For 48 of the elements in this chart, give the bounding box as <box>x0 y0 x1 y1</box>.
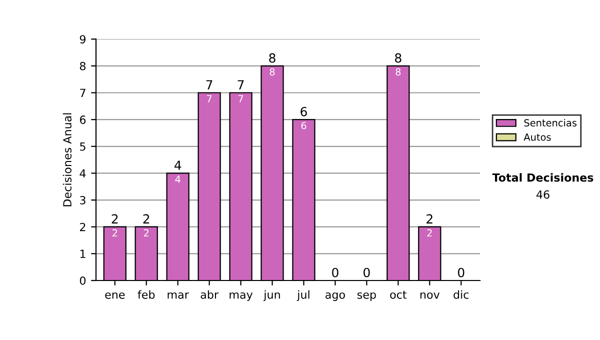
x-tick-label: ago <box>326 292 345 301</box>
y-axis-title: Decisiones Anual <box>62 113 72 206</box>
y-tick-label: 0 <box>80 276 86 285</box>
y-tick-label: 2 <box>80 222 86 232</box>
total-label: 6 <box>300 106 307 116</box>
data-label: 6 <box>301 122 306 130</box>
total-label: 7 <box>238 80 244 90</box>
x-tick-label: may <box>230 292 253 301</box>
data-label: 2 <box>427 229 432 236</box>
x-tick-label: oct <box>390 290 407 299</box>
y-tick-label: 6 <box>80 116 86 124</box>
data-label: 7 <box>207 95 212 102</box>
y-tick-label: 1 <box>80 250 86 258</box>
total-label: 0 <box>364 268 370 278</box>
x-tick-label: feb <box>138 290 155 299</box>
x-tick-label: jul <box>296 290 310 301</box>
total-label: 8 <box>395 53 402 63</box>
data-label: 2 <box>112 229 118 236</box>
x-tick-label: mar <box>168 292 189 299</box>
data-label: 2 <box>144 229 148 236</box>
data-label: 8 <box>396 68 401 76</box>
x-tick-label: jun <box>263 290 280 301</box>
y-tick-label: 9 <box>80 35 86 44</box>
data-label: 4 <box>175 176 180 183</box>
y-tick-label: 5 <box>80 142 86 151</box>
data-label: 7 <box>238 95 244 102</box>
x-tick-label: abr <box>200 290 219 299</box>
total-label: 7 <box>206 80 212 90</box>
text: 46 <box>536 190 550 199</box>
x-tick-label: ene <box>105 292 125 299</box>
x-tick-label: sep <box>357 292 376 301</box>
y-tick-label: 4 <box>80 169 86 178</box>
y-tick-label: 7 <box>80 88 86 97</box>
total-label: 2 <box>112 214 118 224</box>
y-tick-label: 3 <box>80 196 86 204</box>
legend-label: Sentencias <box>524 118 577 127</box>
total-label: 0 <box>458 268 464 278</box>
legend-label: Autos <box>524 134 551 141</box>
x-tick-label: nov <box>420 292 440 299</box>
total-label: 2 <box>143 214 150 224</box>
total-label: 0 <box>332 268 338 278</box>
text: Total Decisiones <box>492 173 594 182</box>
x-tick-label: dic <box>454 290 469 299</box>
total-label: 4 <box>174 160 182 170</box>
y-tick-label: 8 <box>80 62 86 70</box>
data-label: 8 <box>270 68 275 76</box>
total-label: 2 <box>426 214 432 224</box>
total-label: 8 <box>269 53 276 63</box>
